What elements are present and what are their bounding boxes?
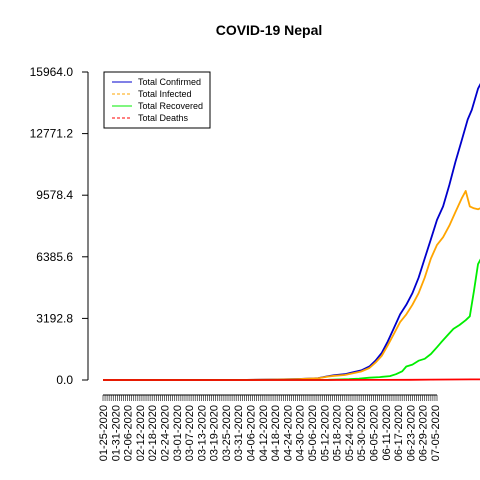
x-tick-label: 03-19-2020 (209, 405, 221, 461)
y-axis: 0.0 3192.8 6385.6 9578.4 12771.2 15964.0 (30, 65, 89, 387)
x-tick-label: 04-24-2020 (282, 405, 294, 461)
series-line-total-infected (102, 189, 480, 381)
y-tick-label: 3192.8 (36, 311, 73, 325)
series-lines (102, 83, 480, 381)
x-tick-label: 05-24-2020 (344, 405, 356, 461)
x-tick-label: 03-25-2020 (221, 405, 233, 461)
x-tick-label: 03-13-2020 (196, 405, 208, 461)
y-tick-label: 15964.0 (30, 65, 74, 79)
x-tick-label: 02-12-2020 (135, 405, 147, 461)
x-tick-label: 01-25-2020 (98, 405, 110, 461)
y-tick-label: 6385.6 (36, 250, 73, 264)
x-tick-label: 01-31-2020 (110, 405, 122, 461)
x-tick-label: 06-11-2020 (381, 405, 393, 460)
x-tick-label: 02-24-2020 (159, 405, 171, 461)
x-tick-label: 06-05-2020 (368, 405, 380, 461)
y-tick-label: 9578.4 (36, 188, 73, 202)
y-tick-label: 12771.2 (30, 127, 74, 141)
chart-title: COVID-19 Nepal (216, 22, 323, 38)
x-tick-label: 04-30-2020 (295, 405, 307, 461)
legend-label: Total Recovered (138, 101, 203, 111)
legend-label: Total Confirmed (138, 77, 201, 87)
x-tick-label: 03-31-2020 (233, 405, 245, 461)
legend-label: Total Deaths (138, 113, 189, 123)
x-tick-label: 05-06-2020 (307, 405, 319, 461)
x-tick-label: 05-12-2020 (319, 405, 331, 461)
x-tick-label: 03-07-2020 (184, 405, 196, 461)
legend: Total Confirmed Total Infected Total Recov… (103, 71, 211, 129)
x-axis: 01-25-2020 01-31-2020 02-06-2020 02-12-2020… (98, 394, 442, 461)
x-tick-label: 07-05-2020 (430, 405, 442, 461)
x-tick-label: 06-23-2020 (405, 405, 417, 461)
x-tick-label: 06-17-2020 (393, 405, 405, 461)
legend-label: Total Infected (138, 89, 192, 99)
x-tick-label: 04-12-2020 (258, 405, 270, 461)
y-tick-label: 0.0 (56, 373, 73, 387)
x-tick-label: 02-06-2020 (123, 405, 135, 461)
x-tick-label: 04-06-2020 (246, 405, 258, 461)
series-line-total-deaths (103, 378, 480, 381)
x-tick-label: 05-18-2020 (332, 405, 344, 461)
x-tick-label: 06-29-2020 (418, 405, 430, 461)
x-tick-label: 05-30-2020 (356, 405, 368, 461)
x-tick-label: 04-18-2020 (270, 405, 282, 461)
series-line-total-recovered (102, 258, 480, 381)
x-tick-label: 03-01-2020 (172, 405, 184, 461)
x-tick-label: 02-18-2020 (147, 405, 159, 461)
legend-box (103, 71, 211, 129)
